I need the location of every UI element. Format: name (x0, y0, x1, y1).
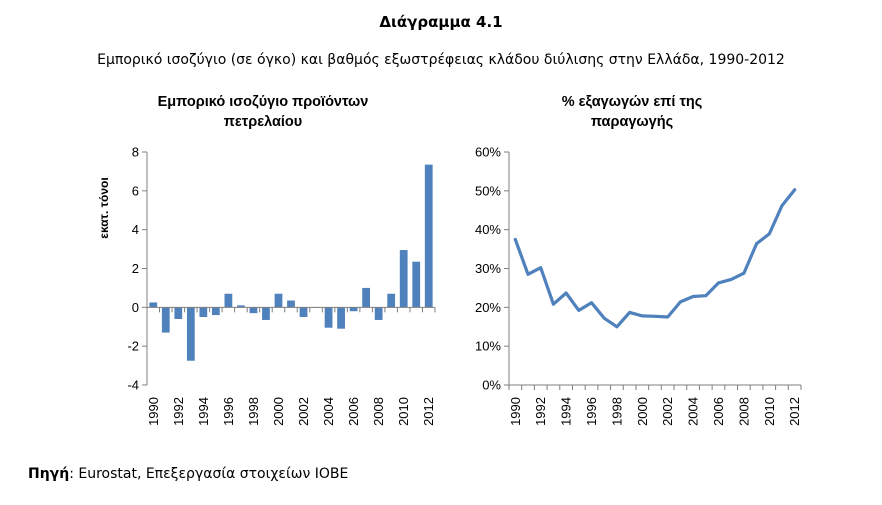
line-chart-x-tick-label: 1990 (508, 397, 523, 426)
bar-chart-x-tick-label: 2002 (296, 397, 311, 426)
bar-chart-x-tick-label: 1990 (146, 397, 161, 426)
bar (211, 307, 220, 316)
bar (287, 300, 295, 308)
data-point (679, 300, 682, 304)
line-chart-x-tick-label: 2012 (787, 397, 802, 426)
data-point (729, 278, 733, 281)
line-chart-x-tick-label: 1994 (559, 397, 574, 426)
data-point (514, 238, 517, 241)
bar (186, 307, 195, 361)
bar-chart-y-tick-label: 8 (132, 145, 139, 160)
bar-chart-x-tick-label: 1992 (171, 397, 186, 426)
data-point (603, 317, 606, 320)
bar (149, 302, 158, 308)
data-point (755, 242, 758, 245)
bar (374, 307, 383, 320)
bar (337, 307, 345, 329)
line-chart-x-tick-label: 1992 (533, 397, 548, 426)
line-chart-x-tick-label: 1996 (584, 397, 599, 426)
bar (199, 307, 208, 318)
bar (362, 287, 371, 308)
bar-chart-y-tick-label: 4 (132, 222, 139, 237)
bar (274, 293, 283, 308)
line-chart-y-tick-label: 30% (475, 261, 501, 276)
bar (412, 261, 421, 308)
data-point (717, 281, 720, 285)
bar (387, 293, 396, 308)
bar-chart-title-line: πετρελαίου (224, 114, 302, 130)
line-chart-x-tick-label: 2010 (762, 397, 777, 426)
bar-chart-title-line: Εμπορικό ισοζύγιο προϊόντων (158, 94, 369, 110)
source-note: Πηγή: Eurostat, Επεξεργασία στοιχείων ΙΟ… (28, 466, 348, 482)
data-point (704, 294, 707, 297)
line-chart-y-tick-label: 40% (475, 222, 501, 237)
data-point (564, 291, 568, 295)
bar (424, 164, 433, 308)
data-point (653, 315, 657, 318)
data-point (552, 303, 555, 306)
figure-title: Διάγραμμα 4.1 (379, 13, 503, 31)
bar-chart-y-tick-label: 0 (132, 300, 139, 315)
bar (174, 307, 183, 319)
line-chart: % εξαγωγών επί της παραγωγής 0% 10% 20% 30% 40… (475, 94, 802, 426)
data-point (590, 301, 593, 304)
line-chart-x-tick-label: 2000 (635, 397, 650, 426)
data-point (793, 188, 796, 191)
line-chart-y-tick-label: 10% (475, 339, 501, 354)
line-chart-y-tick-label: 60% (475, 145, 501, 160)
bar-chart-y-tick-label: 6 (132, 183, 139, 198)
bar-chart-x-tick-label: 1994 (196, 397, 211, 426)
line-chart-x-tick-label: 2004 (686, 397, 701, 426)
line-chart-x-tick-label: 2008 (736, 397, 751, 426)
data-point (641, 314, 644, 318)
data-point (577, 309, 581, 312)
data-point (539, 266, 542, 269)
bar-chart-y-tick-label: -2 (127, 339, 139, 354)
bar-chart-y-tick-label: -4 (127, 378, 139, 393)
bar (262, 307, 270, 320)
bar (237, 305, 245, 308)
data-point (628, 311, 631, 314)
bar-chart: Εμπορικό ισοζύγιο προϊόντων πετρελαίου -4 -… (97, 94, 436, 426)
bar (349, 307, 358, 312)
bar-chart-y-axis-label: εκατ. τόνοι (97, 177, 111, 238)
bar (324, 307, 333, 328)
bar-chart-x-tick-label: 2008 (371, 397, 386, 426)
figure-subtitle: Εμπορικό ισοζύγιο (σε όγκο) και βαθμός ε… (97, 52, 785, 68)
line-chart-y-tick-label: 50% (475, 183, 501, 198)
line-chart-x-tick-label: 2006 (711, 397, 726, 426)
data-point (742, 271, 746, 275)
line-chart-x-tick-label: 1998 (609, 397, 624, 426)
series-line (513, 188, 797, 329)
bar (299, 307, 308, 318)
bar-chart-x-tick-label: 1998 (246, 397, 261, 426)
source-text: : Eurostat, Επεξεργασία στοιχείων ΙΟΒΕ (69, 466, 349, 482)
bar-chart-x-tick-label: 2004 (321, 397, 336, 426)
data-point (526, 273, 530, 276)
bar-chart-x-tick-label: 2012 (421, 397, 436, 426)
bar-chart-x-tick-label: 2010 (396, 397, 411, 426)
data-point (615, 325, 619, 328)
line-chart-title-line: % εξαγωγών επί της (562, 94, 703, 110)
line-chart-y-tick-label: 20% (475, 300, 501, 315)
bar (399, 250, 408, 308)
data-point (768, 232, 771, 236)
line-chart-x-tick-label: 2002 (660, 397, 675, 426)
bar (161, 307, 170, 333)
bar-chart-y-tick-label: 2 (132, 261, 139, 276)
data-point (780, 204, 784, 207)
bar-chart-x-tick-label: 2000 (271, 397, 286, 426)
data-point (691, 295, 695, 298)
bar (249, 307, 258, 314)
line-chart-title-line: παραγωγής (591, 114, 673, 130)
source-label: Πηγή (28, 466, 70, 482)
data-point (666, 315, 669, 319)
bar-chart-x-tick-label: 1996 (221, 397, 236, 426)
line-chart-y-tick-label: 0% (482, 378, 501, 393)
bar (224, 293, 233, 308)
bar-chart-x-tick-label: 2006 (346, 397, 361, 426)
